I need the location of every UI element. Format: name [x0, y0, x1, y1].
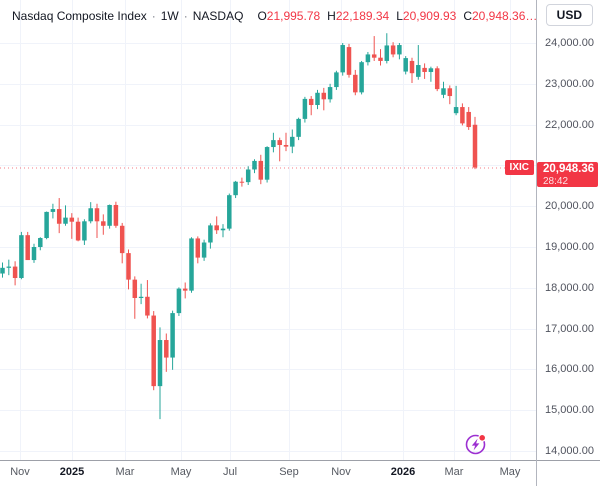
candlestick-chart-pane[interactable]	[0, 0, 536, 460]
time-axis-month-label: Mar	[444, 466, 464, 478]
price-axis-label: 19,000.00	[545, 241, 594, 253]
legend-separator: ·	[183, 9, 188, 23]
open-label: O	[257, 9, 267, 23]
time-axis-month-label: Nov	[10, 466, 30, 478]
price-axis-label: 23,000.00	[545, 77, 594, 90]
close-label: C	[463, 9, 472, 23]
close-value: 20,948.36…	[471, 9, 538, 23]
price-axis-label: 24,000.00	[545, 37, 594, 49]
time-axis-month-label: May	[499, 466, 521, 478]
time-axis-month-label: Mar	[115, 466, 135, 478]
time-axis-year-label: 2025	[59, 466, 85, 478]
lightning-bolt-icon	[465, 433, 487, 455]
last-price-value: 20,948.36	[543, 162, 595, 175]
time-axis-month-label: Jul	[222, 466, 238, 478]
notification-dot	[479, 435, 485, 441]
price-axis-label: 18,000.00	[545, 281, 594, 294]
price-axis-label: 20,000.00	[545, 200, 594, 213]
boost-button[interactable]	[464, 432, 488, 456]
time-axis[interactable]: Nov 2025 Mar May Jul Sep Nov 2026 Mar May	[0, 460, 600, 486]
open-value: 21,995.78	[266, 9, 321, 23]
last-price-label: 20,948.36 28:42	[537, 161, 598, 187]
time-axis-month-label: May	[170, 466, 192, 478]
time-axis-year-label: 2026	[390, 466, 416, 478]
legend-separator: ·	[151, 9, 156, 23]
price-axis[interactable]: 24,000.00 23,000.00 22,000.00 20,000.00 19,0…	[536, 0, 600, 460]
chart-legend: Nasdaq Composite Index · 1W · NASDAQ O 21…	[12, 7, 537, 25]
bolt-glyph	[471, 438, 480, 451]
time-axis-month-label: Sep	[279, 466, 299, 478]
candles-series	[0, 33, 478, 420]
currency-button[interactable]: USD	[545, 4, 593, 26]
vertical-gridlines	[20, 0, 511, 460]
price-axis-label: 16,000.00	[545, 363, 594, 376]
price-axis-label: 15,000.00	[545, 404, 594, 417]
interval-label[interactable]: 1W	[160, 9, 179, 23]
bar-countdown: 28:42	[543, 175, 569, 187]
low-value: 20,909.93	[402, 9, 457, 23]
axis-corner-divider	[536, 460, 537, 486]
time-axis-month-label: Nov	[331, 466, 351, 478]
symbol-title[interactable]: Nasdaq Composite Index	[12, 9, 147, 23]
price-axis-label: 22,000.00	[545, 118, 594, 131]
high-label: H	[327, 9, 336, 23]
exchange-label: NASDAQ	[192, 9, 244, 23]
price-axis-label: 17,000.00	[545, 322, 594, 335]
low-label: L	[396, 9, 403, 23]
symbol-price-line-badge: IXIC	[504, 160, 534, 175]
ohlc-values: O 21,995.78 H 22,189.34 L 20,909.93 C 20,948…	[257, 9, 537, 23]
price-axis-label: 14,000.00	[545, 445, 594, 457]
high-value: 22,189.34	[335, 9, 390, 23]
